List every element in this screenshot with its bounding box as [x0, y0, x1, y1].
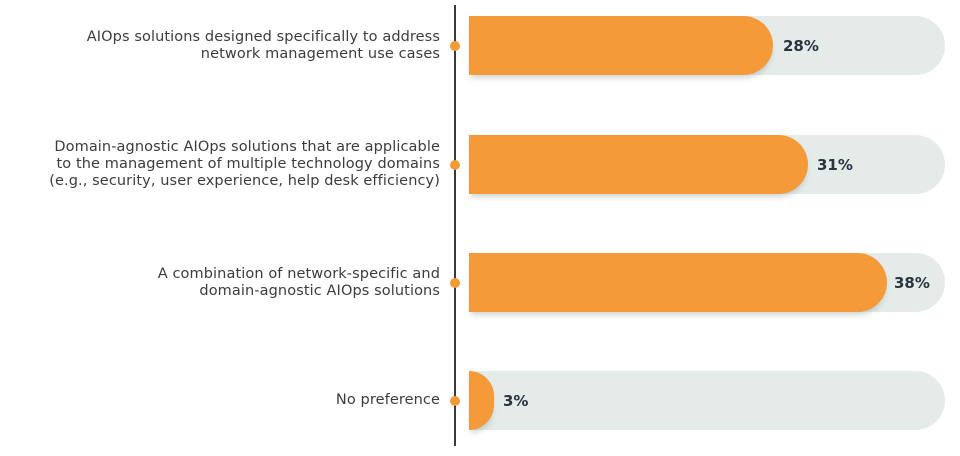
- category-label: No preference: [335, 392, 440, 408]
- bar-row: Domain-agnostic AIOps solutions that are…: [0, 135, 960, 194]
- bar-track: [469, 371, 945, 430]
- value-label: 3%: [503, 391, 529, 410]
- axis-marker-dot-icon: [450, 396, 460, 406]
- bar-row: AIOps solutions designed specifically to…: [0, 16, 960, 75]
- bar-row: No preference 3%: [0, 371, 960, 430]
- value-label: 38%: [894, 273, 930, 292]
- bar-fill: [469, 135, 808, 194]
- value-label: 31%: [817, 155, 853, 174]
- value-label: 28%: [783, 36, 819, 55]
- category-label: Domain-agnostic AIOps solutions that are…: [49, 139, 440, 189]
- axis-marker-dot-icon: [450, 41, 460, 51]
- axis-marker-dot-icon: [450, 278, 460, 288]
- y-axis-line: [454, 5, 456, 446]
- category-label: A combination of network-specific and do…: [157, 265, 440, 299]
- category-label: AIOps solutions designed specifically to…: [86, 28, 440, 62]
- bar-fill: [469, 16, 773, 75]
- bar-fill: [469, 253, 887, 312]
- bar-row: A combination of network-specific and do…: [0, 253, 960, 312]
- axis-marker-dot-icon: [450, 160, 460, 170]
